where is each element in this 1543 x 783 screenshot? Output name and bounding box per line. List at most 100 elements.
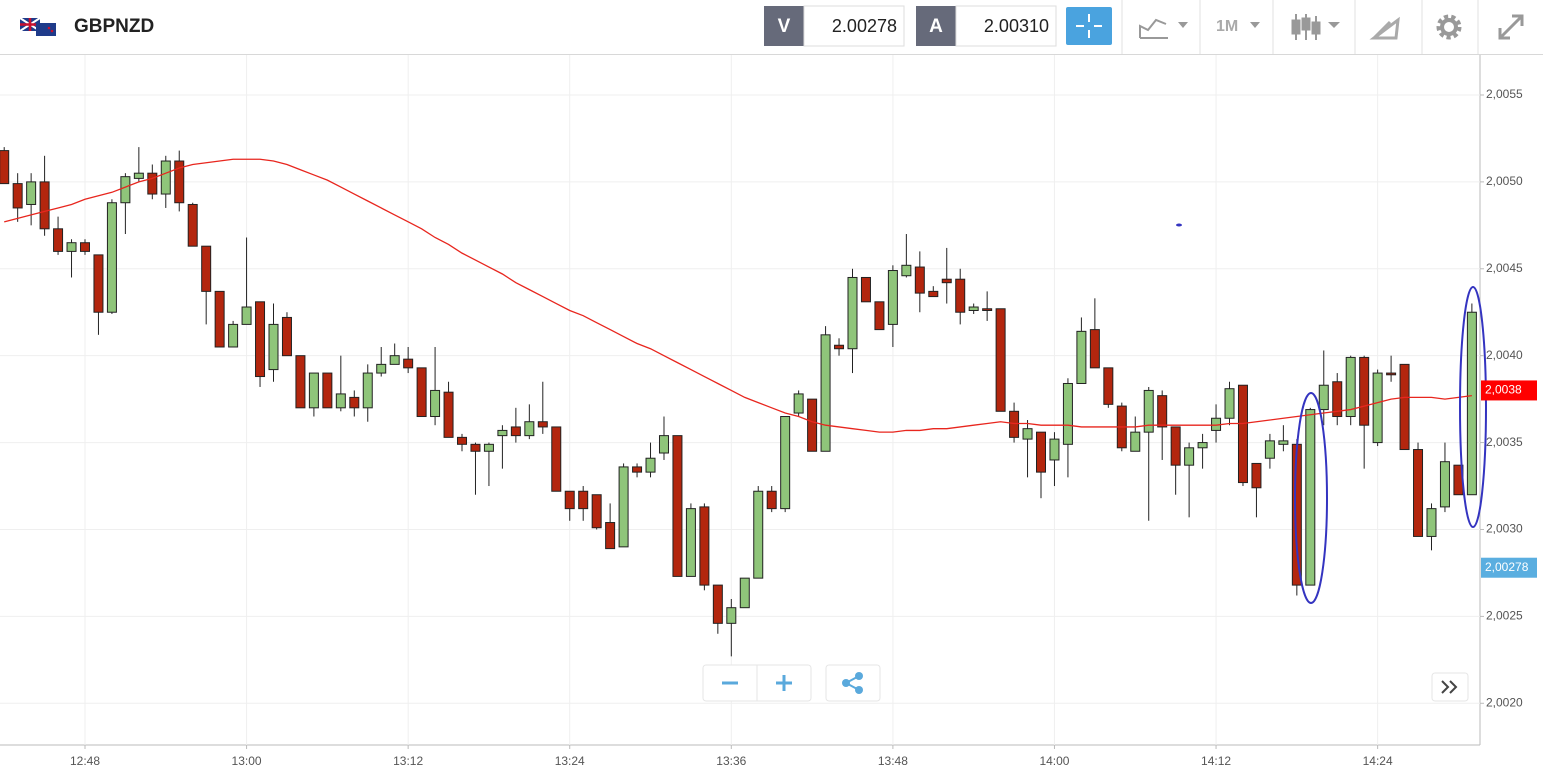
settings-button[interactable]: [1436, 14, 1462, 40]
x-tick-label: 13:00: [232, 754, 262, 768]
bid-button[interactable]: [764, 6, 804, 46]
candle-body: [1197, 442, 1208, 449]
bid-price: 2.00278: [832, 16, 897, 36]
candle-body: [187, 203, 198, 247]
candle-body: [551, 426, 562, 492]
chart-type-button[interactable]: [1291, 14, 1340, 40]
candle-body: [928, 290, 939, 298]
candle-body: [887, 270, 898, 325]
x-tick-label: 13:36: [716, 754, 746, 768]
candle-body: [268, 323, 279, 371]
candle-body: [645, 457, 656, 473]
candle-body: [1170, 426, 1181, 466]
candle-body: [968, 306, 979, 311]
ask-button[interactable]: [916, 6, 956, 46]
candle-body: [995, 308, 1006, 412]
candle-body: [1103, 367, 1114, 405]
candle-body: [349, 396, 360, 409]
candle-body: [780, 416, 791, 510]
candle-body: [807, 398, 818, 452]
candle-body: [726, 607, 737, 624]
candle-body: [524, 421, 535, 437]
grid: [0, 55, 1480, 745]
zoom-controls: [702, 664, 1469, 702]
y-tick-label: 2,0035: [1486, 435, 1523, 449]
candle-body: [1076, 330, 1087, 384]
candle-body: [1251, 462, 1262, 489]
candle-body: [174, 160, 185, 204]
candle-body: [295, 355, 306, 409]
candle-body: [322, 372, 333, 409]
candle-body: [605, 522, 616, 550]
scroll-end[interactable]: [1431, 672, 1469, 702]
candle-body: [1237, 384, 1248, 484]
candle-body: [12, 183, 23, 209]
candle-body: [106, 202, 117, 313]
share-box[interactable]: [825, 664, 881, 702]
candle-body: [1062, 382, 1073, 445]
candle-body: [1130, 431, 1141, 452]
price-label-box: [1481, 557, 1537, 578]
candle-body: [376, 363, 387, 374]
candle-body: [255, 301, 266, 378]
indicator-button[interactable]: [1139, 18, 1188, 39]
candle-body: [1184, 447, 1195, 466]
candle-body: [1372, 372, 1383, 444]
highlight-ellipse: [1294, 392, 1328, 604]
candle-body: [955, 278, 966, 313]
y-tick-label: 2,0020: [1486, 695, 1523, 709]
candle-body: [1359, 356, 1370, 426]
candle-body: [685, 508, 696, 577]
candle-body: [389, 355, 400, 365]
y-tick-label: 2,0050: [1486, 174, 1523, 188]
candle-body: [1224, 388, 1235, 419]
candle-body: [1089, 329, 1100, 369]
crosshair-button[interactable]: [1066, 7, 1112, 45]
marker-dot: [1176, 223, 1182, 227]
candle-body: [1143, 389, 1154, 433]
candle-body: [537, 421, 548, 428]
candle-body: [1278, 440, 1289, 445]
candle-body: [941, 278, 952, 284]
separators: [1121, 0, 1479, 54]
candle-body: [739, 577, 750, 609]
flag: [19, 17, 56, 36]
x-tick-label: 14:00: [1039, 754, 1069, 768]
candle-body: [0, 150, 10, 185]
candle-body: [201, 245, 212, 292]
x-tick-label: 13:48: [878, 754, 908, 768]
candle-body: [1036, 431, 1047, 473]
candle-body: [1009, 410, 1020, 438]
candle-body: [53, 228, 64, 252]
draw-button[interactable]: [1369, 16, 1400, 40]
candle-body: [658, 435, 669, 454]
zoom-in[interactable]: [776, 675, 792, 691]
bid-box: [803, 5, 905, 47]
symbol: GBPNZD: [74, 16, 154, 37]
candle-body: [79, 242, 90, 252]
candle-body: [66, 242, 77, 252]
price-label: 2,0038: [1485, 383, 1522, 397]
candle-body: [1318, 384, 1329, 411]
marks: [0, 147, 1477, 657]
candle-body: [120, 176, 131, 204]
candle-body: [1345, 356, 1356, 418]
candle-body: [443, 391, 454, 438]
fullscreen-button[interactable]: [1498, 14, 1524, 40]
candle-body: [362, 372, 373, 409]
candle-body: [672, 435, 683, 577]
candle-body: [618, 466, 629, 548]
candle-body: [133, 172, 144, 179]
candle-body: [874, 301, 885, 331]
candle-body: [753, 490, 764, 579]
candle-body: [712, 584, 723, 624]
candle-body: [1332, 381, 1343, 418]
candle-body: [1439, 461, 1450, 508]
candle-body: [632, 466, 643, 473]
chart: 2,0020 2,0025 2,0030 2,0035 2,0040 2,0045 2,00…: [0, 55, 1537, 768]
interval-button[interactable]: 1M: [1216, 18, 1238, 35]
candle-body: [497, 429, 508, 437]
toolbar: GBPNZD V 2.00278 A 2.00310 1M: [0, 0, 1543, 55]
crosshair-icon: [1076, 14, 1102, 38]
